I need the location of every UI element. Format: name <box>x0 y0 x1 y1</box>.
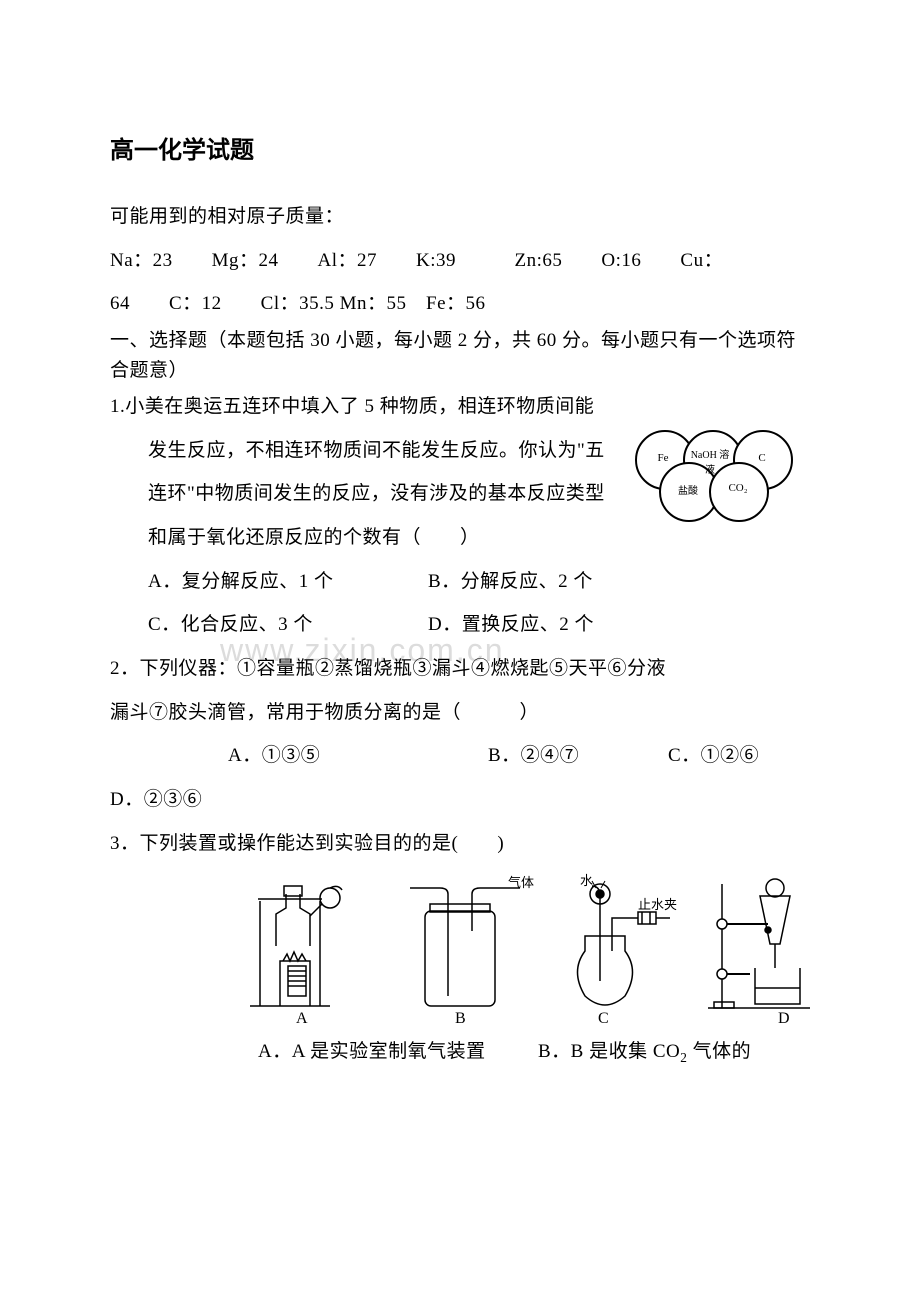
q1-stem-4: 和属于氧化还原反应的个数有（ ） <box>110 516 810 560</box>
intro-line-3: 64 C：12 Cl：35.5 Mn：55 Fe：56 <box>110 282 810 326</box>
figure-c-label: C <box>598 1010 609 1028</box>
figure-c-water-label: 水 <box>580 870 593 889</box>
q3-option-a: A．A 是实验室制氧气装置 <box>258 1030 538 1074</box>
q3-stem: 3．下列装置或操作能达到实验目的的是( ) <box>110 822 810 866</box>
q1-option-d: D．置换反应、2 个 <box>428 603 708 647</box>
q3-optb-pre: B．B 是收集 CO <box>538 1041 680 1062</box>
q2-option-c: C．①②⑥ <box>668 734 808 778</box>
figure-a-label: A <box>296 1010 308 1028</box>
olympic-rings-diagram: Fe NaOH 溶液 C 盐酸 CO₂ <box>635 430 835 520</box>
q1-option-c: C．化合反应、3 个 <box>148 603 428 647</box>
figure-b <box>400 876 520 1016</box>
q1-option-a: A．复分解反应、1 个 <box>148 560 428 604</box>
q3-option-b: B．B 是收集 CO2 气体的 <box>538 1030 751 1074</box>
figure-c <box>550 876 700 1016</box>
q3-optb-post: 气体的 <box>687 1041 751 1062</box>
q2-stem-1: 2．下列仪器：①容量瓶②蒸馏烧瓶③漏斗④燃烧匙⑤天平⑥分液 <box>110 647 810 691</box>
q1-stem-1: 1.小美在奥运五连环中填入了 5 种物质，相连环物质间能 <box>110 385 810 429</box>
figure-c-clamp-label: 止水夹 <box>638 894 677 913</box>
page-title: 高一化学试题 <box>110 130 810 165</box>
q1-option-b: B．分解反应、2 个 <box>428 560 708 604</box>
ring-label-3: C <box>739 452 785 464</box>
figure-b-label: B <box>455 1010 466 1028</box>
ring-label-1: Fe <box>640 452 686 464</box>
q2-option-a: A．①③⑤ <box>228 734 488 778</box>
section-header: 一、选择题（本题包括 30 小题，每小题 2 分，共 60 分。每小题只有一个选… <box>110 326 810 385</box>
figure-a <box>240 876 380 1016</box>
q2-stem-2: 漏斗⑦胶头滴管，常用于物质分离的是（ ） <box>110 691 810 735</box>
ring-label-2: NaOH 溶液 <box>687 446 733 476</box>
ring-label-4: 盐酸 <box>665 482 711 497</box>
intro-line-2: Na：23 Mg：24 Al：27 K:39 Zn:65 O:16 Cu： <box>110 239 810 283</box>
q2-option-d: D．②③⑥ <box>110 778 810 822</box>
q3-figures: A 气体 B <box>240 876 830 1026</box>
figure-b-gas-label: 气体 <box>508 872 534 891</box>
figure-d <box>700 876 830 1016</box>
ring-label-5: CO₂ <box>715 482 761 494</box>
intro-line-1: 可能用到的相对原子质量： <box>110 195 810 239</box>
q2-option-b: B．②④⑦ <box>488 734 668 778</box>
figure-d-label: D <box>778 1010 790 1028</box>
